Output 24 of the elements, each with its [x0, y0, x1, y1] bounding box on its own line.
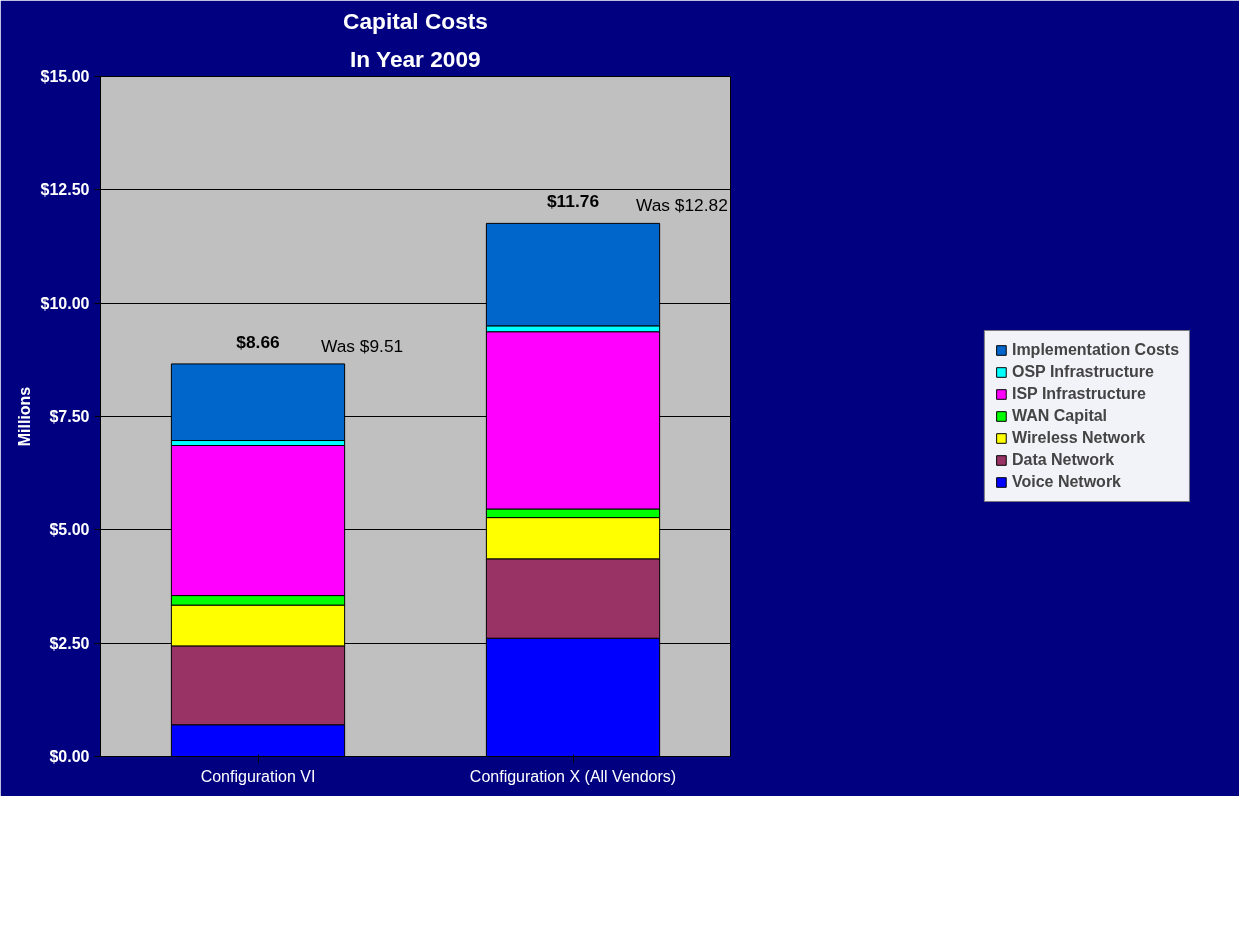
y-tick-label: $10.00 — [40, 294, 90, 312]
legend-label: Wireless Network — [1011, 429, 1146, 447]
y-tick-label: $15.00 — [40, 68, 90, 85]
legend-label: ISP Infrastructure — [1011, 385, 1146, 403]
legend-label: Data Network — [1011, 451, 1115, 469]
annotation: Was $9.51 — [321, 335, 404, 356]
bar — [170, 363, 346, 442]
legend-label: Voice Network — [1011, 473, 1122, 491]
y-axis-title: Millions — [15, 386, 33, 447]
total-label: $8.66 — [236, 331, 281, 352]
x-tick-label: Configuration X (All Vendors) — [469, 767, 677, 785]
annotation: Was $12.82 — [636, 195, 728, 216]
y-tick-label: $0.00 — [49, 748, 90, 765]
y-tick-label: $7.50 — [49, 408, 90, 425]
legend-label: WAN Capital — [1011, 407, 1108, 425]
y-tick-label: $5.00 — [49, 521, 90, 539]
total-label: $11.76 — [546, 191, 600, 212]
chart-subtitle: In Year 2009 — [350, 45, 481, 72]
legend-label: OSP Infrastructure — [1011, 363, 1154, 381]
chart-title: Capital Costs — [343, 7, 488, 34]
legend-label: Implementation Costs — [1011, 341, 1180, 359]
y-tick-label: $12.50 — [40, 181, 90, 199]
y-tick-label: $2.50 — [49, 634, 90, 652]
x-tick-label: Configuration VI — [200, 767, 316, 785]
